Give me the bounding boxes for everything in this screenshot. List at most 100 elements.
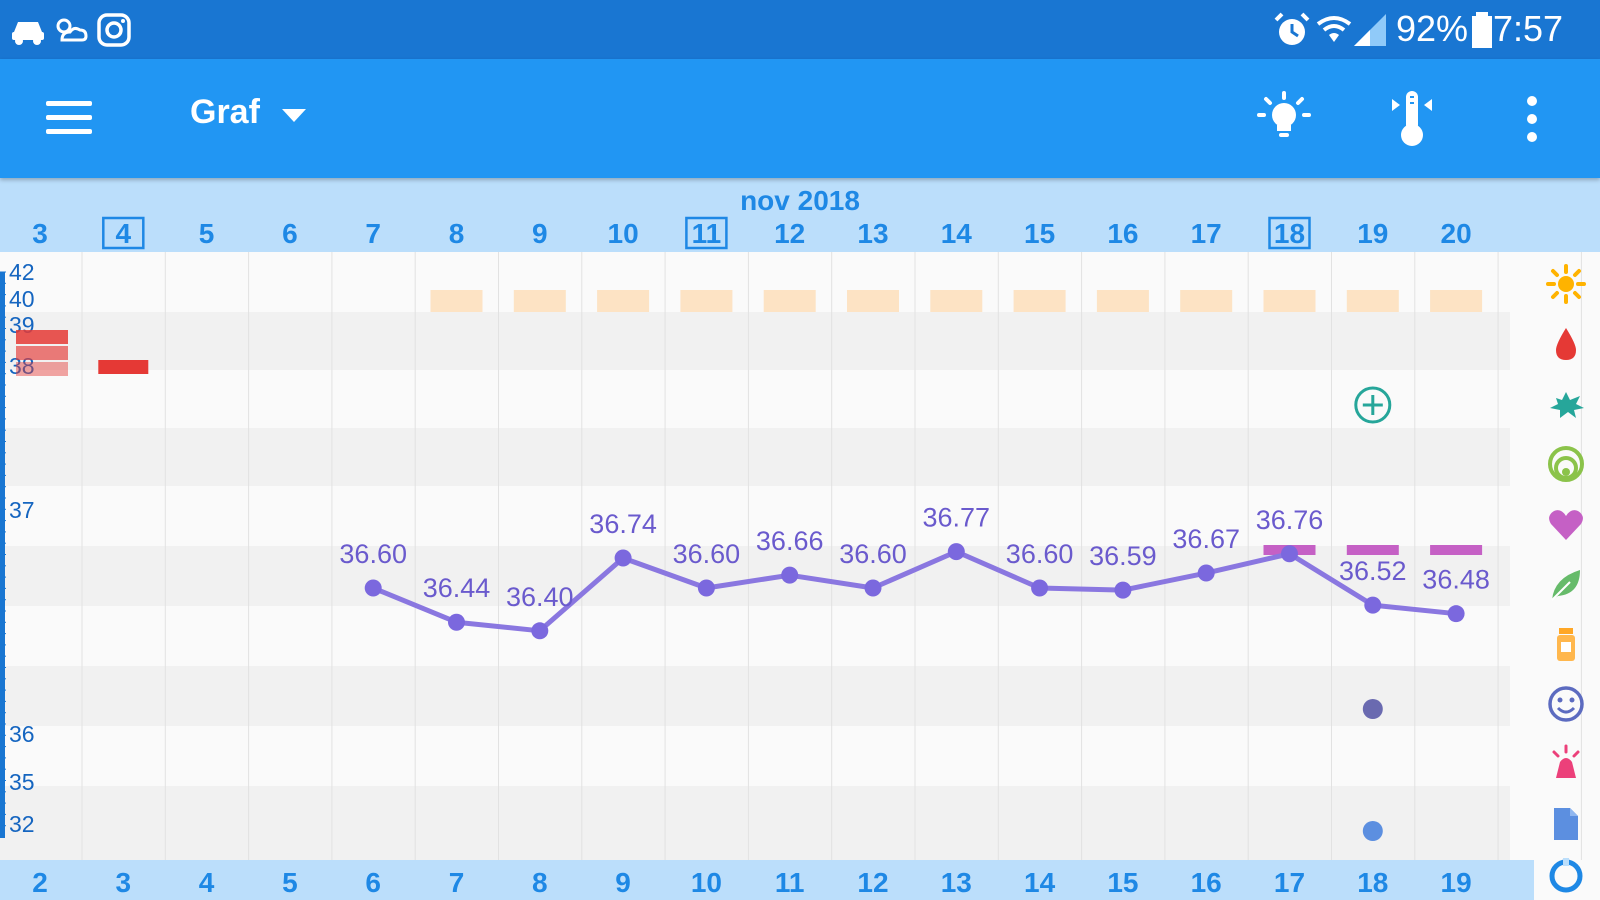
sun-marker	[430, 290, 483, 312]
y-tick-label: 36	[9, 721, 35, 747]
row-icon-column	[1532, 250, 1600, 900]
row-band	[0, 428, 1510, 486]
temperature-value-label: 36.44	[423, 573, 491, 603]
temperature-point[interactable]	[1447, 605, 1465, 623]
alarm-icon	[1274, 12, 1310, 45]
temperature-value-label: 36.67	[1172, 524, 1240, 554]
rainbow-icon[interactable]	[1546, 444, 1586, 484]
pill-bottle-icon[interactable]	[1546, 624, 1586, 664]
temperature-chart[interactable]: nov 2018 3 4 5 6 7 8 9 10 11 12 13 14 15 16 17 18 19 20 4…	[0, 178, 1600, 900]
month-label: nov 2018	[740, 185, 860, 216]
temperature-point[interactable]	[1281, 545, 1298, 563]
temperature-point[interactable]	[1364, 596, 1382, 614]
row-band	[0, 726, 1510, 786]
splash-icon[interactable]	[1546, 384, 1586, 424]
row-band	[0, 312, 1510, 370]
top-day-label[interactable]: 16	[1107, 218, 1138, 249]
temperature-value-label: 36.60	[839, 539, 907, 569]
temperature-point[interactable]	[531, 622, 549, 640]
temperature-value-label: 36.77	[923, 503, 991, 533]
temperature-value-label: 36.48	[1422, 565, 1490, 595]
top-day-label[interactable]: 7	[365, 218, 381, 249]
top-day-label[interactable]: 4	[116, 218, 132, 249]
sun-marker	[1013, 290, 1066, 312]
temperature-point[interactable]	[448, 613, 465, 631]
sun-marker	[763, 290, 816, 312]
top-day-label[interactable]: 18	[1274, 218, 1305, 249]
temperature-labels: 36.60 36.44 36.40 36.74 36.60 36.66 36.60 36.77…	[339, 503, 1489, 612]
row-band	[0, 606, 1510, 666]
row-markers	[16, 290, 1483, 841]
temperature-point[interactable]	[864, 579, 882, 597]
alarm-bell-icon[interactable]	[1546, 744, 1586, 784]
sun-marker	[513, 290, 566, 312]
sun-marker	[1096, 290, 1149, 312]
cycle-day-label: 5	[282, 867, 298, 898]
y-tick-label: 35	[9, 769, 35, 795]
drop-icon[interactable]	[1546, 324, 1586, 364]
top-day-label[interactable]: 13	[857, 218, 888, 249]
leaf-icon[interactable]	[1546, 564, 1586, 604]
weather-icon	[56, 18, 88, 42]
clock: 7:57	[1493, 8, 1564, 49]
temperature-point[interactable]	[1197, 564, 1215, 582]
cycle-day-label: 16	[1191, 867, 1222, 898]
lightbulb-icon[interactable]	[1252, 87, 1316, 151]
temperature-point[interactable]	[781, 566, 799, 584]
thermometer-icon[interactable]	[1380, 87, 1444, 151]
top-day-label[interactable]: 19	[1357, 218, 1388, 249]
menu-icon[interactable]	[40, 95, 102, 145]
temperature-point[interactable]	[364, 579, 382, 597]
sun-icon[interactable]	[1546, 264, 1586, 304]
top-day-label[interactable]: 20	[1441, 218, 1472, 249]
cycle-day-label: 9	[615, 867, 631, 898]
mood-marker	[1362, 699, 1383, 719]
cycle-day-label: 3	[116, 867, 132, 898]
top-day-label[interactable]: 6	[282, 218, 298, 249]
top-day-label[interactable]: 12	[774, 218, 805, 249]
cycle-day-label: 4	[199, 867, 215, 898]
view-title[interactable]: Graf	[190, 93, 260, 131]
wifi-icon	[1316, 16, 1352, 42]
sun-marker	[597, 290, 650, 312]
heart-marker	[1346, 545, 1399, 555]
signal-icon	[1354, 14, 1386, 46]
heart-icon[interactable]	[1546, 504, 1586, 544]
top-day-label[interactable]: 15	[1024, 218, 1055, 249]
row-band	[0, 786, 1510, 860]
row-bands	[0, 252, 1510, 860]
cycle-day-label: 10	[691, 867, 722, 898]
temperature-point[interactable]	[1114, 581, 1132, 599]
top-day-label[interactable]: 9	[532, 218, 548, 249]
temperature-point[interactable]	[947, 543, 965, 561]
temperature-value-label: 36.40	[506, 582, 574, 612]
temperature-point[interactable]	[614, 549, 632, 567]
cycle-day-label: 2	[32, 867, 48, 898]
top-day-label[interactable]: 3	[32, 218, 48, 249]
top-day-label[interactable]: 10	[608, 218, 639, 249]
sun-marker	[1263, 290, 1316, 312]
temperature-point[interactable]	[1031, 579, 1049, 597]
temperature-point[interactable]	[697, 579, 715, 597]
cycle-day-label: 15	[1107, 867, 1138, 898]
top-day-label[interactable]: 17	[1191, 218, 1222, 249]
y-tick-label: 32	[9, 811, 35, 837]
top-day-label[interactable]: 11	[692, 218, 722, 249]
temperature-value-label: 36.76	[1256, 505, 1324, 535]
cycle-day-label: 14	[1024, 867, 1056, 898]
top-day-label[interactable]: 14	[941, 218, 973, 249]
smiley-icon[interactable]	[1546, 684, 1586, 724]
more-vert-icon[interactable]	[1500, 87, 1564, 151]
document-icon[interactable]	[1546, 804, 1586, 844]
add-circle-icon[interactable]	[1354, 386, 1392, 424]
chart-header-band	[0, 178, 1600, 252]
cycle-icon[interactable]	[1546, 856, 1586, 896]
top-day-label[interactable]: 8	[449, 218, 465, 249]
today-box	[1268, 216, 1311, 250]
top-day-label[interactable]: 5	[199, 218, 215, 249]
cycle-day-label: 11	[775, 867, 805, 898]
bleeding-marker	[16, 346, 68, 360]
dropdown-arrow-icon[interactable]	[282, 109, 306, 122]
bottom-cycle-labels: 2 3 4 5 6 7 8 9 10 11 12 13 14 15 16 17 18 19	[32, 867, 1471, 898]
temperature-points	[364, 543, 1465, 640]
